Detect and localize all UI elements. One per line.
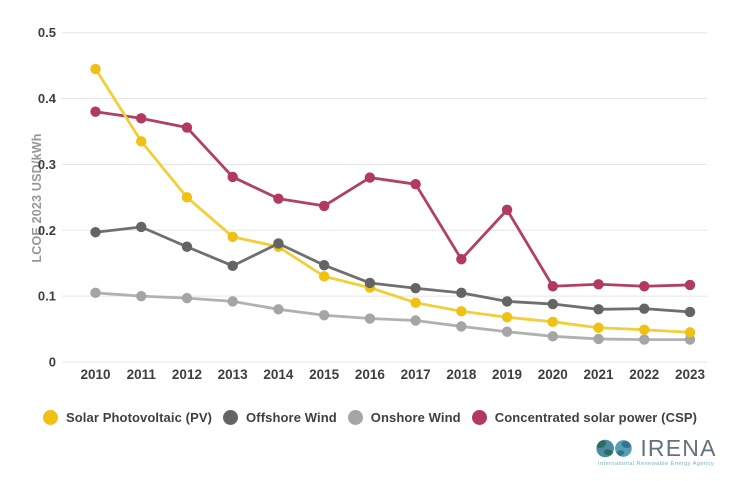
data-point-csp xyxy=(593,279,604,290)
data-point-offshore-wind xyxy=(227,260,238,272)
y-tick-label: 0.4 xyxy=(38,91,57,106)
data-point-offshore-wind xyxy=(364,277,376,289)
legend-label: Offshore Wind xyxy=(246,410,337,425)
series-line-csp xyxy=(94,110,692,288)
x-tick-label: 2014 xyxy=(263,367,294,382)
data-point-solar-pv xyxy=(181,192,193,203)
data-point-onshore-wind xyxy=(136,290,147,302)
data-point-offshore-wind xyxy=(318,259,330,271)
legend-item-offshore-wind: Offshore Wind xyxy=(223,410,337,425)
data-point-offshore-wind xyxy=(273,238,284,249)
legend-item-csp: Concentrated solar power (CSP) xyxy=(471,410,698,425)
data-point-onshore-wind xyxy=(410,315,421,326)
onshore-wind-swatch-icon xyxy=(347,410,363,425)
legend-label: Onshore Wind xyxy=(370,410,461,425)
x-tick-label: 2010 xyxy=(80,367,110,382)
irena-logo-subtitle: International Renewable Energy Agency xyxy=(597,461,715,467)
data-point-csp xyxy=(456,254,467,265)
series-line-solar-pv xyxy=(94,67,692,334)
data-point-offshore-wind xyxy=(593,304,604,315)
data-point-solar-pv xyxy=(639,324,650,335)
data-point-offshore-wind xyxy=(90,227,101,238)
data-point-solar-pv xyxy=(684,327,696,338)
y-tick-label: 0 xyxy=(49,355,56,370)
data-point-solar-pv xyxy=(501,312,513,323)
csp-swatch-icon xyxy=(471,410,487,425)
chart-legend: Solar Photovoltaic (PV) Offshore Wind On… xyxy=(43,410,697,425)
data-point-offshore-wind xyxy=(181,241,193,252)
data-point-solar-pv xyxy=(456,306,467,317)
data-point-offshore-wind xyxy=(684,306,696,318)
x-tick-label: 2021 xyxy=(584,367,615,382)
legend-label: Solar Photovoltaic (PV) xyxy=(66,410,213,425)
data-point-csp xyxy=(318,200,330,212)
data-point-offshore-wind xyxy=(456,287,467,299)
data-point-csp xyxy=(273,193,284,204)
data-point-solar-pv xyxy=(593,322,604,333)
data-point-onshore-wind xyxy=(547,331,558,342)
y-tick-label: 0.5 xyxy=(38,25,56,40)
data-point-onshore-wind xyxy=(456,321,467,332)
data-point-csp xyxy=(227,171,238,183)
x-tick-label: 2022 xyxy=(629,367,659,382)
data-point-onshore-wind xyxy=(273,304,284,315)
data-point-solar-pv xyxy=(136,136,147,147)
data-point-onshore-wind xyxy=(227,296,238,307)
y-tick-label: 0.1 xyxy=(38,289,56,304)
series-line-onshore-wind xyxy=(94,291,692,342)
legend-item-solar-pv: Solar Photovoltaic (PV) xyxy=(43,410,212,425)
data-point-solar-pv xyxy=(318,271,330,282)
data-point-offshore-wind xyxy=(136,221,147,233)
legend-item-onshore-wind: Onshore Wind xyxy=(347,410,461,425)
data-point-onshore-wind xyxy=(639,334,650,345)
data-point-onshore-wind xyxy=(90,287,101,299)
data-point-onshore-wind xyxy=(501,326,513,337)
irena-globes-icon xyxy=(596,439,633,458)
data-point-csp xyxy=(501,204,513,216)
legend-label: Concentrated solar power (CSP) xyxy=(494,410,698,425)
data-point-onshore-wind xyxy=(181,292,193,304)
data-point-onshore-wind xyxy=(364,313,376,324)
x-tick-label: 2013 xyxy=(218,367,249,382)
series-line-offshore-wind xyxy=(94,225,692,314)
data-point-onshore-wind xyxy=(318,310,330,321)
data-point-onshore-wind xyxy=(593,333,604,345)
x-tick-label: 2023 xyxy=(675,367,706,382)
x-tick-label: 2018 xyxy=(446,367,477,382)
data-point-csp xyxy=(410,178,421,190)
y-tick-label: 0.2 xyxy=(38,223,56,238)
data-point-solar-pv xyxy=(547,316,558,328)
lcoe-line-chart: 0 0.1 0.2 0.3 0.4 0.5 2010 2011 2012 2013 2014 2015… xyxy=(38,25,707,382)
data-point-offshore-wind xyxy=(410,283,421,294)
x-tick-label: 2011 xyxy=(127,367,157,382)
data-point-offshore-wind xyxy=(547,298,558,310)
irena-logo: IRENA International Renewable Energy Age… xyxy=(592,437,720,467)
x-tick-label: 2015 xyxy=(309,367,340,382)
irena-logo-text: IRENA xyxy=(640,435,717,461)
x-tick-label: 2016 xyxy=(355,367,386,382)
data-point-solar-pv xyxy=(410,297,421,308)
data-point-offshore-wind xyxy=(501,296,513,307)
data-point-csp xyxy=(136,113,147,124)
data-point-onshore-wind xyxy=(684,334,696,345)
x-tick-label: 2020 xyxy=(538,367,568,382)
data-point-csp xyxy=(684,279,696,291)
x-tick-label: 2017 xyxy=(401,367,431,382)
y-tick-label: 0.3 xyxy=(38,157,56,172)
data-point-solar-pv xyxy=(90,63,101,75)
offshore-wind-swatch-icon xyxy=(223,410,239,425)
data-point-offshore-wind xyxy=(639,303,650,314)
solar-pv-swatch-icon xyxy=(43,410,58,425)
data-point-csp xyxy=(181,122,193,133)
data-point-solar-pv xyxy=(227,231,238,243)
data-point-csp xyxy=(90,106,101,117)
x-tick-label: 2012 xyxy=(172,367,202,382)
x-tick-label: 2019 xyxy=(492,367,522,382)
data-point-csp xyxy=(639,281,650,292)
data-point-csp xyxy=(364,172,376,183)
data-point-csp xyxy=(547,281,558,292)
